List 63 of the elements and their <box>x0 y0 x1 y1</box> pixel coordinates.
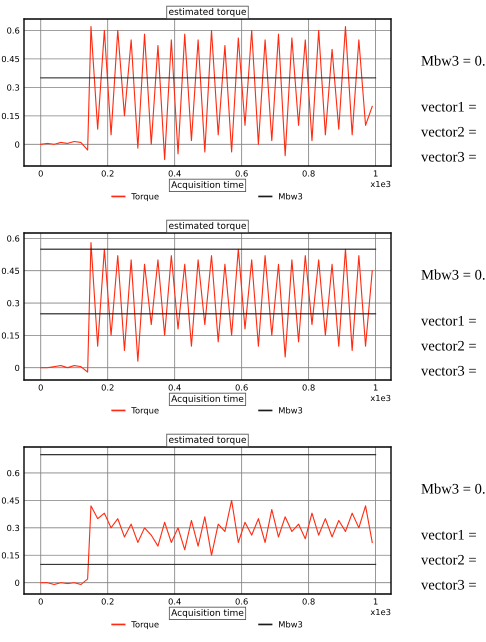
x-tick-label: 0.4 <box>168 384 181 391</box>
y-tick-label: 0.6 <box>7 27 20 34</box>
text: vector2 = <box>421 340 476 351</box>
chart-title: estimated torque <box>169 436 246 445</box>
x-tick-label: 0.6 <box>236 170 248 177</box>
y-tick-label: 0.3 <box>7 84 20 91</box>
text: Mbw3 = 0. <box>421 483 485 494</box>
text: x1e3 <box>370 394 390 402</box>
y-tick-label: 0.45 <box>2 56 20 62</box>
y-tick-label: 0.3 <box>7 300 20 306</box>
x-axis-title: Acquisition time <box>171 609 244 618</box>
x-tick-label: 0 <box>38 598 43 605</box>
x-tick-label: 0.6 <box>236 598 248 605</box>
y-tick-label: 0.15 <box>2 112 20 120</box>
legend-label: Mbw3 <box>279 193 302 200</box>
y-tick-label: 0.3 <box>7 524 20 532</box>
x-tick-label: 0.8 <box>302 384 315 391</box>
y-tick-label: 0.45 <box>2 497 20 504</box>
text: vector1 = <box>421 102 476 112</box>
y-tick-label: 0.15 <box>2 552 20 559</box>
y-tick-label: 0.6 <box>7 235 20 242</box>
x-tick-label: 0.4 <box>168 598 181 605</box>
chart-title: estimated torque <box>169 8 246 17</box>
x-tick-label: 0.6 <box>236 384 248 391</box>
x-tick-label: 1 <box>374 384 378 390</box>
text: vector1 = <box>421 316 476 326</box>
line-series <box>40 500 373 586</box>
legend-label: Mbw3 <box>279 621 302 628</box>
x-tick-label: 0 <box>38 170 43 177</box>
y-tick-label: 0.45 <box>2 268 20 274</box>
line-series <box>40 26 373 160</box>
text: vector2 = <box>421 554 476 565</box>
legend-label: Torque <box>131 193 159 202</box>
y-tick-label: 0 <box>15 141 20 148</box>
x-tick-label: 0.2 <box>102 170 114 177</box>
x-tick-label: 0.2 <box>102 598 114 605</box>
x-tick-label: 0.4 <box>168 170 181 177</box>
x-axis-title: Acquisition time <box>171 181 244 190</box>
text: Mbw3 = 0. <box>421 269 485 280</box>
text: vector2 = <box>421 126 476 137</box>
x-tick-label: 0.8 <box>302 170 315 177</box>
text: vector3 = <box>421 580 476 590</box>
y-tick-label: 0.15 <box>2 332 20 339</box>
y-tick-label: 0 <box>15 364 20 371</box>
x-axis-title: Acquisition time <box>171 395 244 404</box>
text: vector3 = <box>421 366 476 376</box>
x-tick-label: 1 <box>374 598 378 604</box>
x-tick-label: 1 <box>374 170 378 176</box>
text: x1e3 <box>370 180 390 188</box>
legend-label: Torque <box>131 621 159 630</box>
x-tick-label: 0.2 <box>102 384 114 391</box>
text: vector3 = <box>421 152 476 162</box>
y-tick-label: 0.6 <box>7 470 20 476</box>
text: vector1 = <box>421 530 476 540</box>
chart-title: estimated torque <box>169 222 246 231</box>
text: x1e3 <box>370 608 390 616</box>
legend-label: Mbw3 <box>279 407 302 414</box>
x-tick-label: 0.8 <box>302 598 315 605</box>
y-tick-label: 0 <box>15 580 20 586</box>
line-series <box>40 242 373 373</box>
x-tick-label: 0 <box>38 384 43 391</box>
legend-label: Torque <box>131 407 159 416</box>
text: Mbw3 = 0. <box>421 55 485 66</box>
